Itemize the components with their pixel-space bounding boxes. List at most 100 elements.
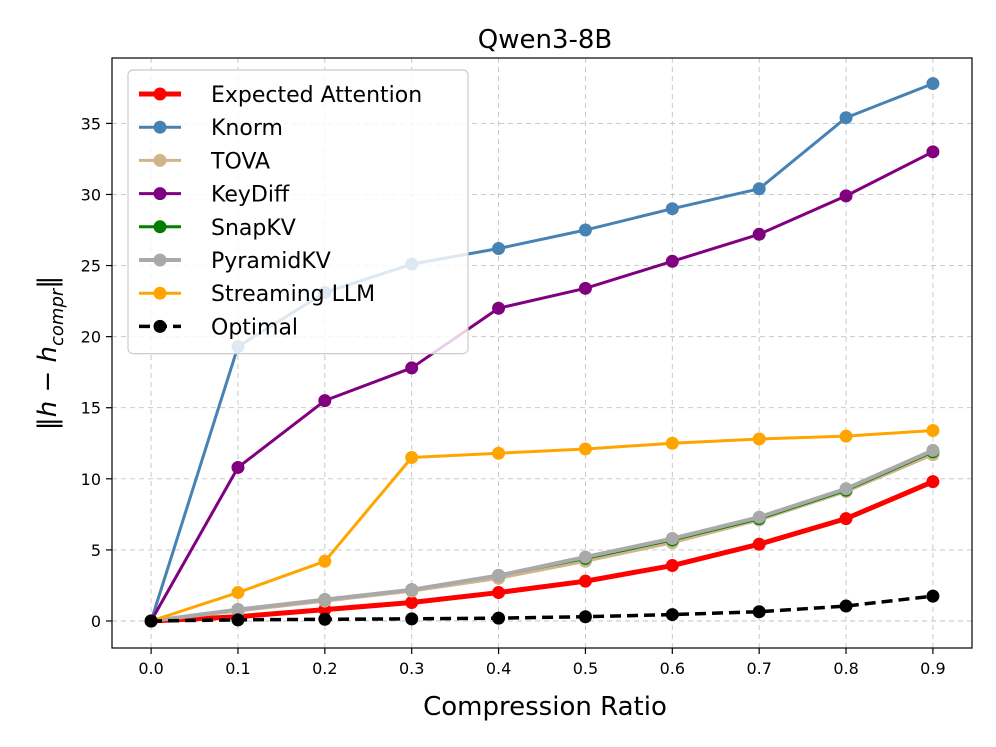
legend-box <box>127 69 469 355</box>
data-point-pyramidkv <box>578 550 592 564</box>
legend-swatch-marker <box>153 220 167 234</box>
data-point-optimal <box>839 599 853 613</box>
data-point-expected-attention <box>752 537 766 551</box>
data-point-optimal <box>926 589 940 603</box>
data-point-optimal <box>144 614 158 628</box>
data-point-knorm <box>839 111 853 125</box>
y-tick-label: 25 <box>81 257 101 276</box>
legend-item-optimal: Optimal <box>139 315 298 340</box>
data-point-keydiff <box>752 227 766 241</box>
y-tick-label: 20 <box>81 328 101 347</box>
chart-title: Qwen3-8B <box>478 25 613 55</box>
data-point-optimal <box>665 608 679 622</box>
data-point-keydiff <box>839 189 853 203</box>
data-point-pyramidkv <box>839 482 853 496</box>
y-tick-label: 15 <box>81 399 101 418</box>
series-line-pyramidkv <box>150 448 934 623</box>
data-point-knorm <box>578 223 592 237</box>
data-point-expected-attention <box>839 512 853 526</box>
y-tick-label: 35 <box>81 114 101 133</box>
legend-label: KeyDiff <box>211 183 290 208</box>
data-point-keydiff <box>578 281 592 295</box>
legend-label: Expected Attention <box>211 83 422 108</box>
data-point-keydiff <box>405 361 419 375</box>
data-point-keydiff <box>665 254 679 268</box>
data-point-optimal <box>405 612 419 626</box>
data-point-optimal <box>752 605 766 619</box>
y-tick-label: 5 <box>91 541 101 560</box>
legend-swatch-marker <box>153 153 167 167</box>
legend-swatch-marker <box>153 319 167 333</box>
legend-item-snapkv: SnapKV <box>139 216 296 241</box>
data-point-knorm <box>492 242 506 256</box>
data-point-pyramidkv <box>752 510 766 524</box>
x-tick-label: 0.5 <box>573 659 598 678</box>
data-point-optimal <box>231 613 245 627</box>
y-tick-label: 30 <box>81 185 101 204</box>
data-point-knorm <box>665 202 679 216</box>
data-point-streaming-llm <box>665 436 679 450</box>
data-point-streaming-llm <box>405 450 419 464</box>
data-point-streaming-llm <box>231 586 245 600</box>
legend-label: Optimal <box>211 315 298 340</box>
data-point-keydiff <box>926 145 940 159</box>
x-tick-label: 0.8 <box>833 659 858 678</box>
data-point-knorm <box>926 77 940 91</box>
data-point-expected-attention <box>665 559 679 573</box>
legend-label: PyramidKV <box>211 249 331 274</box>
data-point-optimal <box>578 610 592 624</box>
series-keydiff <box>144 145 940 628</box>
legend-swatch-marker <box>153 87 167 101</box>
data-point-keydiff <box>318 394 332 408</box>
data-point-streaming-llm <box>492 446 506 460</box>
data-point-keydiff <box>492 301 506 315</box>
legend-item-keydiff: KeyDiff <box>139 183 290 208</box>
y-axis: 0 5 10 15 20 25 30 35 <box>81 114 112 631</box>
data-point-knorm <box>752 182 766 196</box>
legend-item-expected-attention: Expected Attention <box>139 83 422 108</box>
x-tick-label: 0.2 <box>312 659 337 678</box>
series-line-optimal <box>151 594 934 623</box>
data-point-streaming-llm <box>318 554 332 568</box>
x-axis: 0.0 0.1 0.2 0.3 0.4 0.5 0.6 0.7 0.8 0.9 <box>138 648 946 678</box>
x-axis-label: Compression Ratio <box>423 692 667 722</box>
legend-label: SnapKV <box>211 216 296 241</box>
y-axis-label-end: ‖ <box>33 276 63 289</box>
x-tick-label: 0.3 <box>399 659 424 678</box>
data-point-expected-attention <box>926 475 940 489</box>
series-layer <box>144 77 940 628</box>
x-tick-label: 0.6 <box>660 659 685 678</box>
data-point-pyramidkv <box>665 532 679 546</box>
y-axis-label: ‖h − hcompr‖ <box>33 276 68 431</box>
y-axis-label-main: ‖h − h <box>33 346 63 430</box>
data-point-pyramidkv <box>231 603 245 617</box>
legend-swatch-marker <box>153 253 167 267</box>
data-point-pyramidkv <box>318 593 332 607</box>
data-point-pyramidkv <box>492 568 506 582</box>
legend-item-pyramidkv: PyramidKV <box>139 249 331 274</box>
y-tick-label: 0 <box>91 612 101 631</box>
y-tick-label: 10 <box>81 470 101 489</box>
x-tick-label: 0.7 <box>746 659 771 678</box>
data-point-keydiff <box>231 460 245 474</box>
plot-frame <box>111 57 973 649</box>
data-point-streaming-llm <box>578 442 592 456</box>
legend-label: Streaming LLM <box>211 282 375 307</box>
x-tick-label: 0.1 <box>225 659 250 678</box>
data-point-streaming-llm <box>752 432 766 446</box>
legend-label: TOVA <box>210 149 270 174</box>
legend-item-tova: TOVA <box>139 149 270 174</box>
series-pyramidkv <box>144 443 940 628</box>
x-tick-label: 0.4 <box>486 659 511 678</box>
series-line-expected-attention <box>150 479 934 624</box>
legend-item-knorm: Knorm <box>139 116 283 141</box>
data-point-expected-attention <box>405 596 419 610</box>
series-optimal <box>144 589 940 628</box>
data-point-expected-attention <box>492 586 506 600</box>
x-tick-label: 0.0 <box>138 659 163 678</box>
x-tick-label: 0.9 <box>920 659 945 678</box>
legend: Expected Attention Knorm TOVA KeyDiff SnapKV… <box>127 69 469 355</box>
series-streaming-llm <box>144 423 940 628</box>
data-point-streaming-llm <box>926 423 940 437</box>
